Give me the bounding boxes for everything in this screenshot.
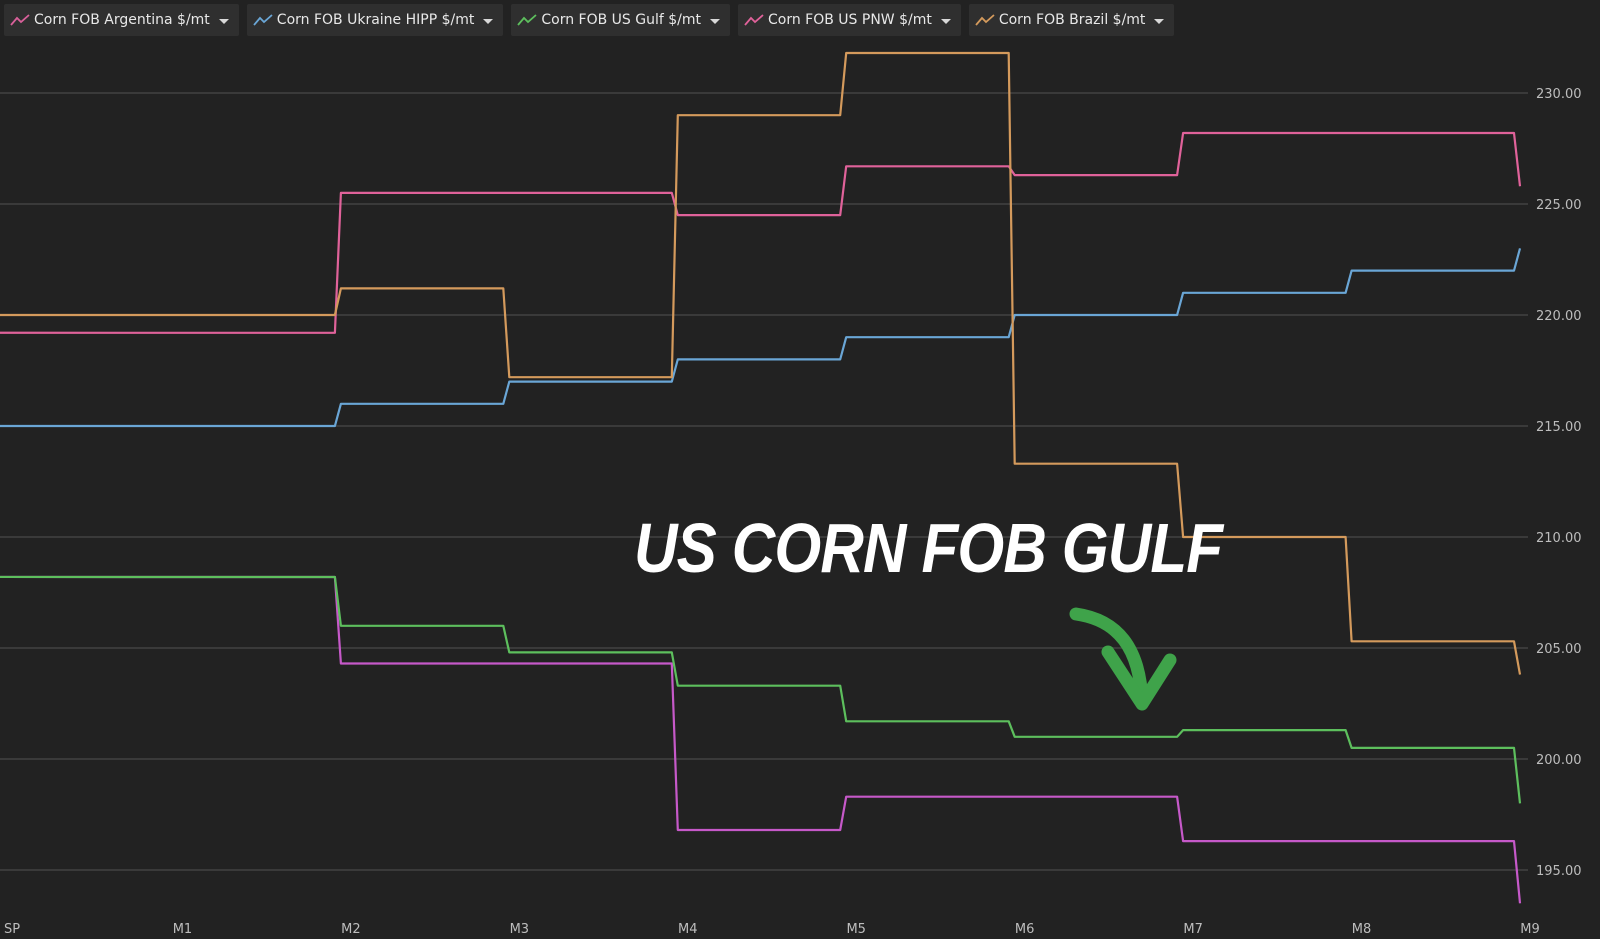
chevron-down-icon[interactable] <box>940 18 951 24</box>
legend-item[interactable]: Corn FOB Ukraine HIPP $/mt <box>246 4 504 36</box>
x-axis-ticks: SP M1 M2 M3 M4 M5 M6 M7 M8 M9 <box>4 922 1540 937</box>
annotation-arrow <box>1069 607 1177 711</box>
y-tick-label: 195.00 <box>1536 864 1582 879</box>
x-tick-label: M6 <box>1015 922 1035 937</box>
grid-lines <box>0 92 1528 871</box>
y-tick-label: 220.00 <box>1536 309 1582 324</box>
x-tick-label: M1 <box>173 922 193 937</box>
x-tick-label: M9 <box>1520 922 1540 937</box>
chevron-down-icon[interactable] <box>483 18 494 24</box>
chevron-down-icon[interactable] <box>218 18 229 24</box>
legend-label: Corn FOB Brazil $/mt <box>998 12 1146 28</box>
line-chart-icon <box>744 13 764 27</box>
y-axis-ticks: 230.00 225.00 220.00 215.00 210.00 205.00 200.… <box>1536 87 1582 879</box>
y-tick-label: 205.00 <box>1536 642 1582 657</box>
chevron-down-icon[interactable] <box>1154 18 1165 24</box>
annotation-title: US CORN FOB GULF <box>634 509 1223 587</box>
legend-label: Corn FOB Ukraine HIPP $/mt <box>276 12 475 28</box>
x-tick-label: M2 <box>341 922 361 937</box>
x-tick-label: M8 <box>1352 922 1372 937</box>
x-tick-label: M5 <box>846 922 866 937</box>
y-tick-label: 230.00 <box>1536 87 1582 102</box>
x-tick-label: M3 <box>510 922 530 937</box>
legend-item[interactable]: Corn FOB US Gulf $/mt <box>511 4 730 36</box>
y-tick-label: 210.00 <box>1536 531 1582 546</box>
y-tick-label: 200.00 <box>1536 753 1582 768</box>
series-line <box>0 51 1522 675</box>
legend-item[interactable]: Corn FOB US PNW $/mt <box>738 4 961 36</box>
legend-label: Corn FOB US PNW $/mt <box>768 12 932 28</box>
series-line <box>0 575 1522 904</box>
curved-arrow-icon <box>1069 607 1149 709</box>
series-line <box>0 575 1522 804</box>
legend-item[interactable]: Corn FOB Brazil $/mt <box>968 4 1175 36</box>
legend-label: Corn FOB Argentina $/mt <box>34 12 210 28</box>
legend-label: Corn FOB US Gulf $/mt <box>541 12 701 28</box>
line-chart-icon <box>253 13 273 27</box>
legend-item[interactable]: Corn FOB Argentina $/mt <box>4 4 239 36</box>
series-line <box>0 248 1522 428</box>
arrow-head-icon <box>1101 645 1177 711</box>
line-chart-icon <box>10 13 30 27</box>
series-lines <box>0 51 1522 904</box>
line-chart-icon <box>975 13 995 27</box>
y-tick-label: 215.00 <box>1536 420 1582 435</box>
line-chart-icon <box>517 13 537 27</box>
x-tick-label: M7 <box>1183 922 1203 937</box>
x-tick-label: M4 <box>678 922 698 937</box>
chevron-down-icon[interactable] <box>710 18 720 24</box>
chart-legend: Corn FOB Argentina $/mt Corn FOB Ukraine … <box>0 0 1600 40</box>
x-tick-label: SP <box>4 922 20 937</box>
y-tick-label: 225.00 <box>1536 198 1582 213</box>
series-line <box>0 131 1522 334</box>
